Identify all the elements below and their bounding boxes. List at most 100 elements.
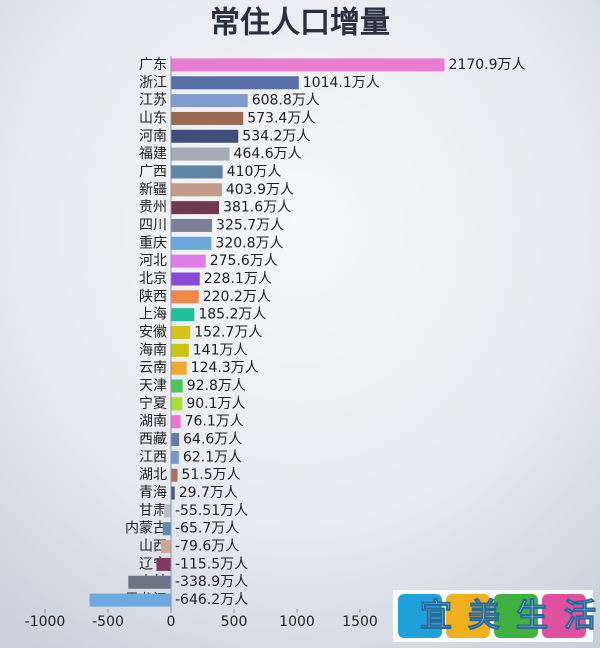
x-tick-label: 1000 (279, 614, 315, 630)
y-tick-label: 四川 (139, 217, 167, 233)
y-tick-label: 甘肃 (139, 503, 167, 519)
x-tick-label: 0 (167, 614, 176, 630)
bar (171, 397, 183, 411)
data-label: 64.6万人 (183, 432, 242, 448)
y-tick-label: 广西 (139, 164, 167, 180)
y-tick-label: 湖南 (139, 414, 167, 430)
bar (171, 254, 206, 268)
bar (156, 557, 171, 571)
data-label: -115.5万人 (175, 556, 248, 572)
data-label: 51.5万人 (181, 467, 240, 483)
y-tick-label: 宁夏 (139, 395, 167, 412)
x-tick-label: -1000 (25, 614, 66, 630)
data-label: 62.1万人 (183, 449, 242, 465)
y-tick-label: 北京 (139, 271, 167, 287)
y-tick-label: 重庆 (139, 235, 167, 251)
data-label: 608.8万人 (252, 93, 320, 109)
bar (171, 111, 244, 125)
y-tick-label: 江西 (139, 449, 167, 465)
y-tick-label: 海南 (139, 342, 167, 358)
data-label: 2170.9万人 (449, 57, 526, 73)
y-tick-label: 安徽 (139, 325, 167, 341)
y-tick-label: 福建 (139, 146, 167, 162)
y-tick-label: 河北 (139, 253, 167, 269)
y-tick-label: 湖北 (139, 467, 167, 483)
data-label: 410万人 (227, 164, 282, 180)
bar (171, 183, 222, 197)
data-label: -55.51万人 (175, 503, 248, 519)
bar (171, 290, 199, 304)
bar (171, 58, 445, 72)
bar (171, 218, 213, 232)
bar (171, 272, 200, 286)
data-label: 92.8万人 (187, 378, 246, 394)
bar (171, 165, 223, 179)
data-label: 534.2万人 (242, 128, 310, 144)
data-label: 573.4万人 (247, 110, 315, 126)
y-tick-label: 上海 (139, 307, 167, 323)
x-tick-label: 500 (221, 614, 248, 630)
y-tick-label: 广东 (139, 57, 167, 73)
y-tick-label: 江苏 (139, 93, 167, 109)
data-label: 275.6万人 (210, 253, 278, 269)
bar (171, 450, 179, 464)
y-tick-label: 西藏 (139, 432, 167, 448)
bar (171, 326, 191, 339)
watermark: 宜美生活 (420, 596, 600, 634)
y-tick-label: 山西 (139, 539, 167, 555)
bar (128, 575, 171, 589)
x-tick-label: -500 (92, 614, 124, 630)
chart-title: 常住人口增量 (210, 6, 390, 41)
bar (171, 308, 195, 322)
bar (164, 504, 171, 518)
data-label: 90.1万人 (186, 396, 245, 412)
bar (171, 486, 175, 500)
data-label: -338.9万人 (175, 574, 248, 590)
data-label: -65.7万人 (175, 521, 239, 537)
y-tick-label: 贵州 (139, 200, 167, 216)
bar (171, 343, 189, 357)
y-tick-label: 内蒙古 (125, 521, 167, 537)
bar (171, 361, 187, 375)
bar (89, 593, 171, 607)
data-label: -79.6万人 (175, 539, 239, 555)
y-tick-label: 新疆 (139, 182, 167, 198)
data-label: 124.3万人 (191, 360, 259, 376)
bar (171, 415, 181, 429)
bar (171, 76, 299, 90)
bar (171, 129, 239, 143)
data-label: 325.7万人 (216, 217, 284, 233)
bar (171, 236, 212, 250)
y-tick-label: 云南 (139, 360, 167, 376)
y-tick-label: 青海 (139, 485, 167, 501)
data-label: 76.1万人 (185, 414, 244, 430)
bar (171, 379, 183, 393)
data-label: 381.6万人 (223, 200, 291, 216)
bar (171, 201, 220, 215)
y-tick-label: 浙江 (139, 75, 167, 91)
y-tick-label: 河南 (139, 128, 167, 144)
data-label: 29.7万人 (179, 485, 238, 501)
y-tick-label: 天津 (139, 378, 167, 394)
y-tick-label: 陕西 (139, 289, 167, 305)
data-label: 320.8万人 (215, 235, 283, 251)
bar (171, 94, 248, 108)
y-tick-label: 山东 (139, 110, 167, 126)
logo (393, 590, 593, 642)
bar (171, 147, 230, 161)
bar (171, 433, 180, 447)
bar (171, 468, 178, 482)
bar (160, 540, 171, 554)
data-label: 152.7万人 (194, 325, 262, 341)
data-label: 141万人 (193, 342, 248, 358)
data-label: 220.2万人 (203, 289, 271, 305)
data-label: 185.2万人 (198, 307, 266, 323)
x-tick-label: 1500 (342, 614, 378, 630)
data-label: 464.6万人 (234, 146, 302, 162)
data-label: 1014.1万人 (303, 75, 380, 91)
data-label: 403.9万人 (226, 182, 294, 198)
bar (162, 522, 171, 536)
data-label: -646.2万人 (175, 592, 248, 608)
